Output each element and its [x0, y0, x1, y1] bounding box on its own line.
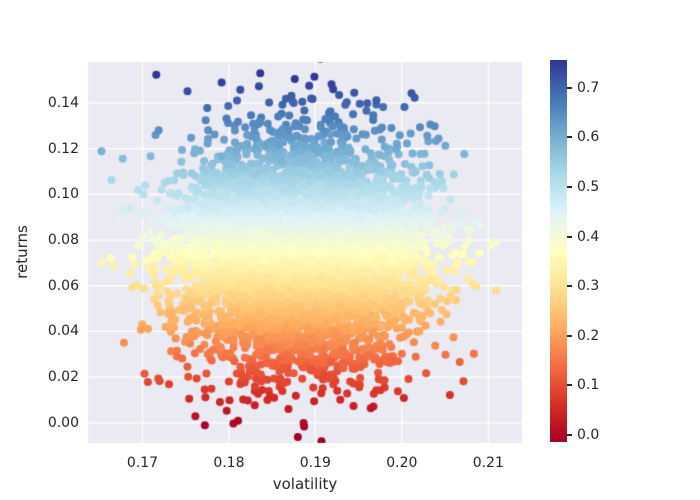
x-tick-label: 0.20 [386, 455, 418, 471]
colorbar-tick-mark [567, 285, 572, 288]
y-tick-label: 0.14 [47, 94, 79, 111]
colorbar-tick-label: 0.3 [577, 278, 600, 295]
x-tick-label: 0.17 [126, 455, 159, 471]
colorbar-gradient [550, 60, 567, 442]
x-tick-label: 0.21 [472, 455, 504, 471]
colorbar-tick-mark [567, 334, 572, 337]
colorbar-tick-label: 0.6 [577, 129, 600, 146]
y-tick-label: 0.06 [47, 277, 79, 294]
y-axis-label: returns [13, 225, 31, 279]
colorbar-tick-mark [567, 86, 572, 89]
colorbar-tick-mark [567, 235, 572, 238]
colorbar-tick-label: 0.0 [577, 427, 600, 444]
colorbar-tick-label: 0.4 [577, 228, 600, 245]
colorbar-tick-label: 0.2 [577, 327, 600, 344]
x-axis-label: volatility [272, 475, 338, 493]
y-tick-label: 0.08 [47, 232, 79, 249]
y-tick-label: 0.12 [47, 140, 79, 157]
colorbar-tick-label: 0.1 [577, 377, 600, 394]
colorbar-tick-mark [567, 136, 572, 139]
colorbar-tick-label: 0.5 [577, 179, 600, 195]
x-tick-label: 0.19 [299, 455, 331, 471]
y-tick-label: 0.04 [47, 323, 79, 340]
y-tick-label: 0.02 [47, 369, 79, 386]
colorbar-tick-label: 0.7 [577, 79, 600, 96]
y-tick-label: 0.00 [47, 414, 79, 431]
y-tick-label: 0.10 [47, 186, 79, 203]
colorbar-tick-mark [567, 186, 572, 188]
colorbar-tick-mark [567, 434, 572, 437]
x-tick-label: 0.18 [213, 455, 245, 471]
colorbar-tick-mark [567, 384, 572, 387]
